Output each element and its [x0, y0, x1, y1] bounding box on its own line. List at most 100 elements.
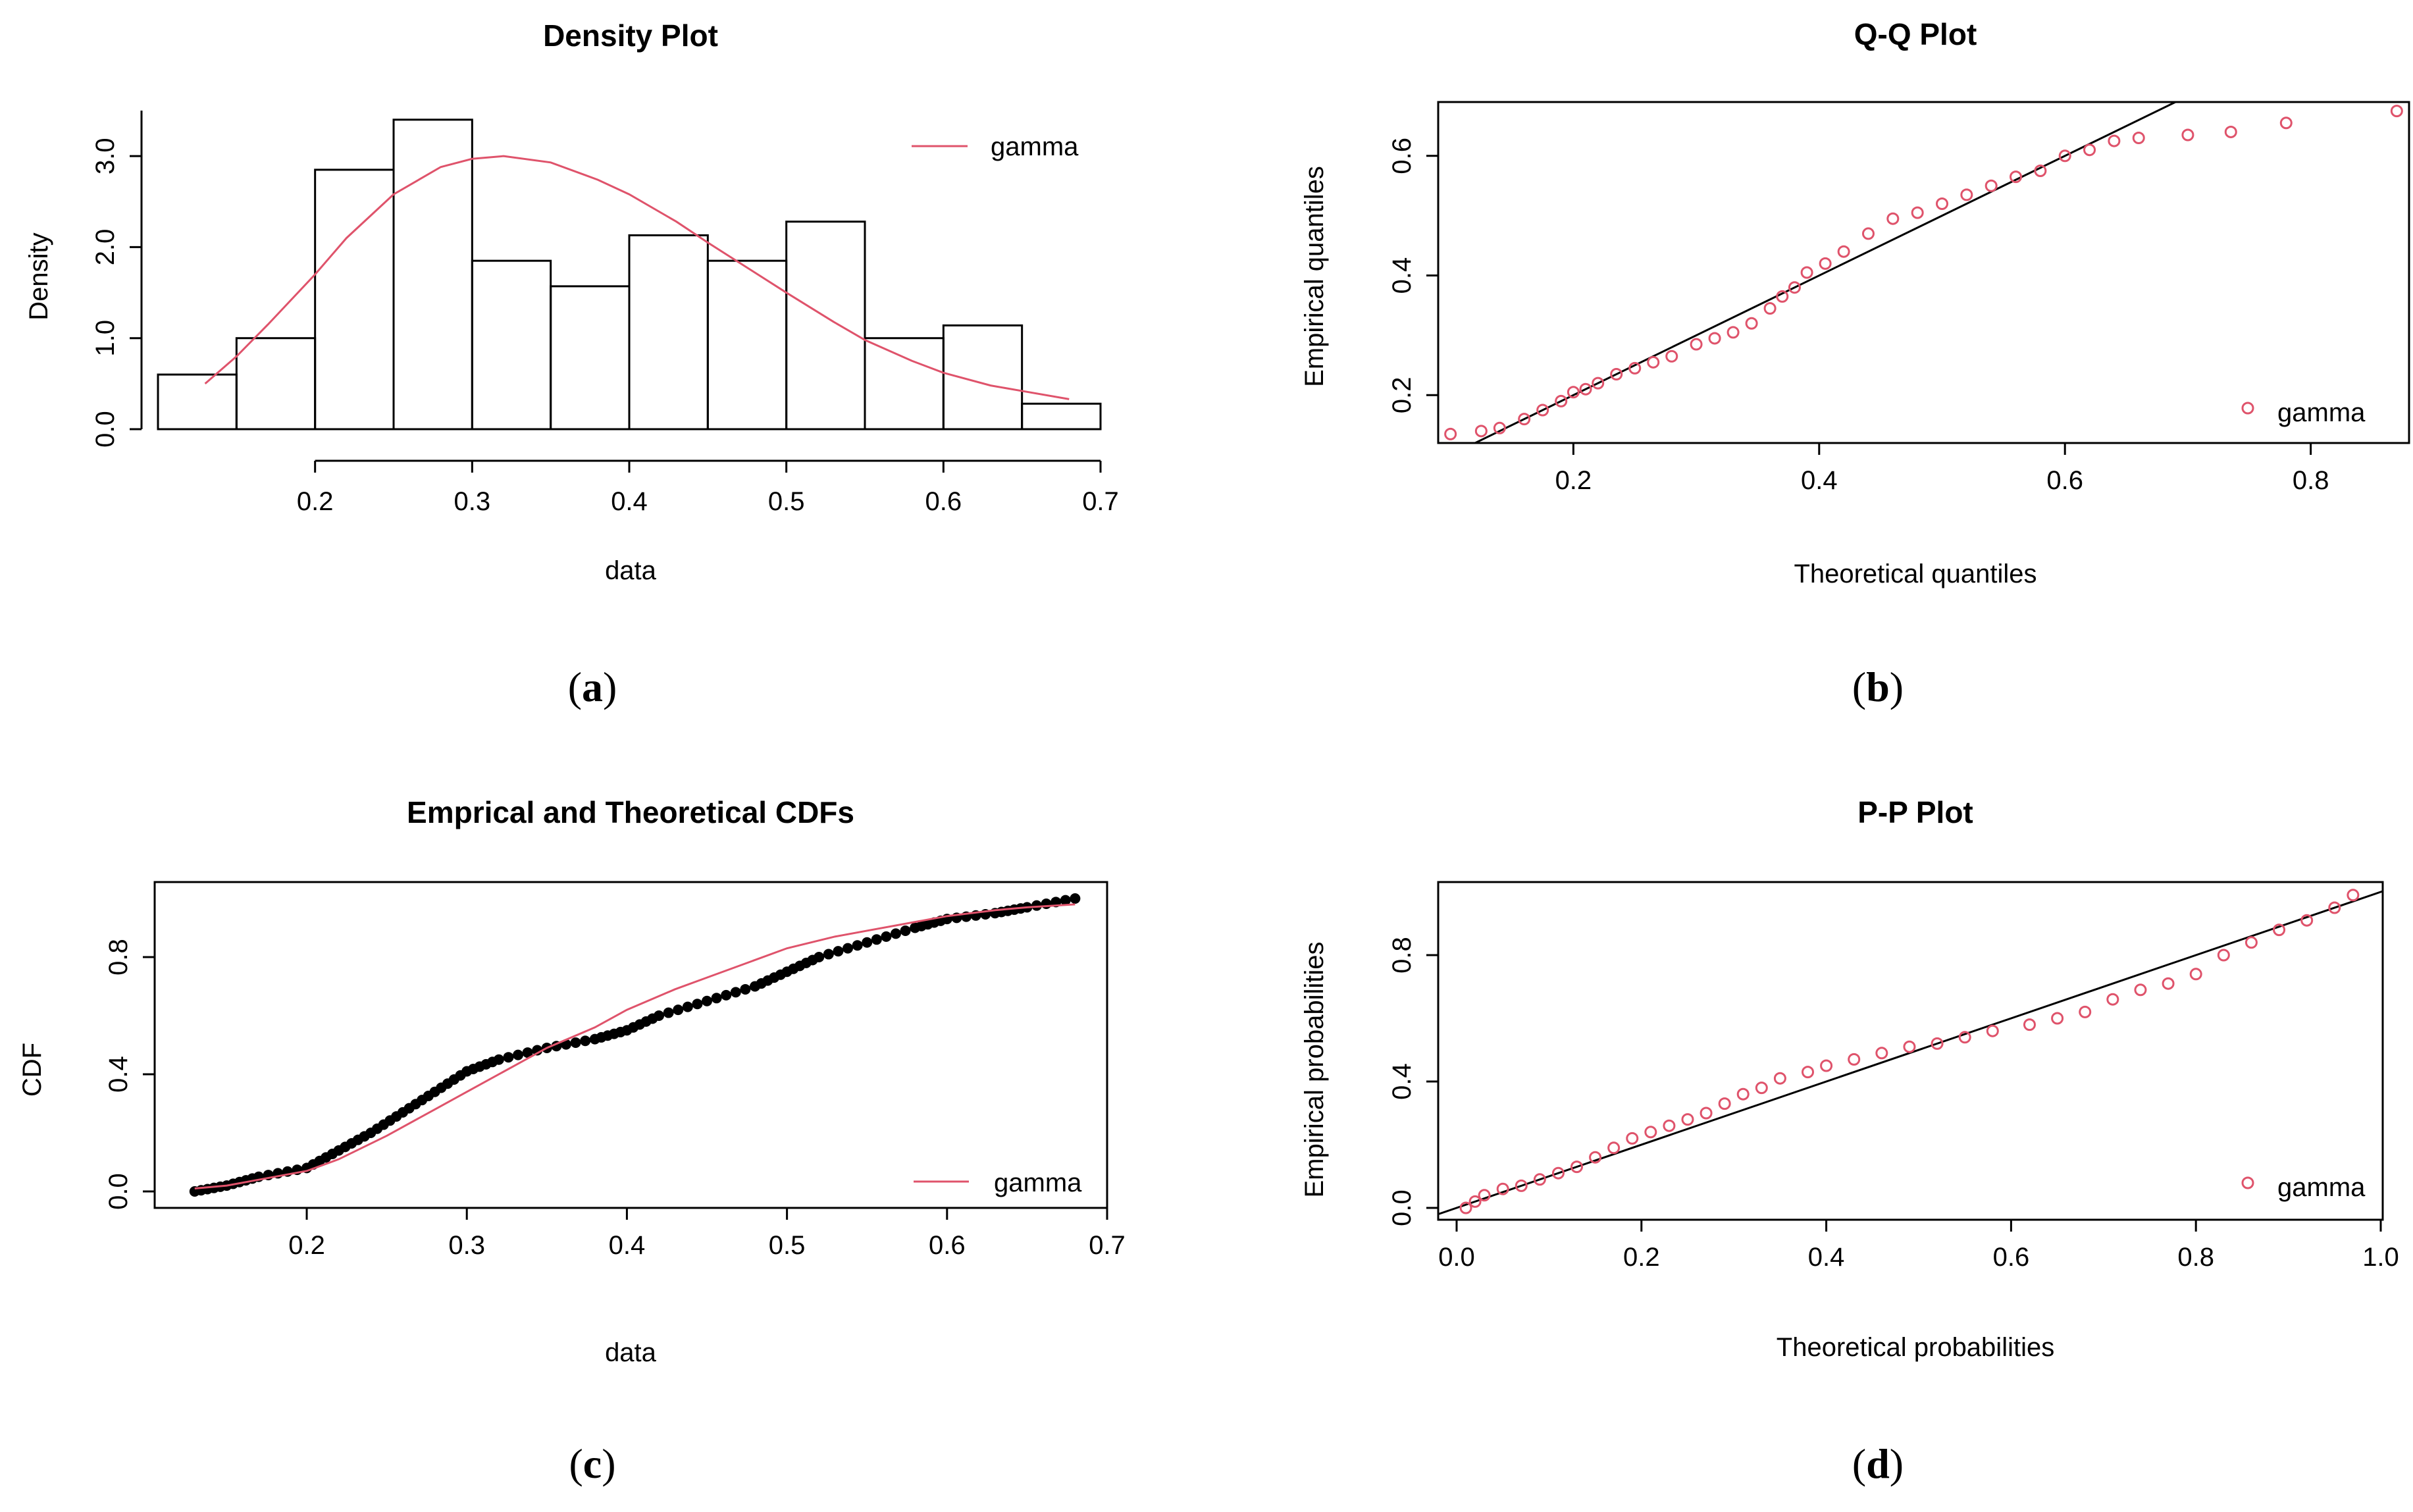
empirical-cdf-point [580, 1035, 591, 1047]
pp-point [1718, 1097, 1731, 1110]
pp-point [1802, 1066, 1815, 1079]
histogram-bar [471, 259, 552, 430]
qq-point [1628, 361, 1642, 375]
qq-point [1788, 281, 1801, 294]
x-tick-label: 0.4 [1801, 466, 1838, 495]
pp-plot-area: 0.0 0.2 0.4 0.6 0.8 1.0 0.0 0.4 0.8 [1388, 881, 2399, 1272]
density-plot-legend: gamma [912, 132, 1079, 161]
qq-point [2132, 132, 2145, 145]
qq-point [1776, 290, 1789, 303]
pp-point [1626, 1132, 1639, 1145]
histogram-bar [864, 337, 945, 430]
pp-point [2347, 889, 2360, 902]
cdf-plot-ylabel: CDF [18, 1043, 47, 1097]
y-tick-label: 0.8 [104, 939, 133, 976]
empirical-cdf-point [503, 1052, 514, 1063]
y-tick-label: 2.0 [91, 229, 120, 266]
empirical-cdf-point [730, 987, 741, 998]
y-tick-label: 0.0 [91, 411, 120, 448]
qq-point [2390, 105, 2403, 118]
y-tick-label: 0.0 [1388, 1189, 1416, 1226]
legend-gamma-label: gamma [991, 132, 1079, 161]
reference-line [1438, 890, 2383, 1216]
cdf-plot-legend: gamma [914, 1168, 1082, 1197]
x-tick-label: 0.5 [768, 487, 805, 516]
empirical-cdf-point [493, 1054, 504, 1065]
density-plot-xlabel: data [605, 556, 657, 585]
pp-point [2189, 968, 2202, 981]
x-tick-label: 0.3 [448, 1231, 485, 1260]
qq-point [2224, 125, 2237, 138]
plot-frame [1437, 881, 2384, 1221]
x-tick-label: 0.0 [1438, 1243, 1475, 1272]
y-tick-label: 3.0 [91, 138, 120, 174]
qq-plot-area: 0.2 0.4 0.6 0.8 0.2 0.4 0.6 [1388, 101, 2410, 495]
histogram-bar [785, 221, 866, 430]
empirical-cdf-point [871, 934, 882, 945]
empirical-cdf-point [881, 931, 892, 942]
pp-point [1773, 1072, 1786, 1085]
x-tick-label: 0.8 [2177, 1243, 2214, 1272]
histogram-bar [392, 118, 473, 430]
y-tick-label: 0.4 [1388, 257, 1416, 294]
x-tick-label: 0.4 [611, 487, 648, 516]
x-tick-label: 0.7 [1089, 1231, 1126, 1260]
x-tick-label: 0.5 [769, 1231, 806, 1260]
qq-point [1861, 227, 1875, 240]
empirical-cdf-point [522, 1047, 533, 1058]
qq-point [2058, 149, 2071, 163]
qq-plot-ylabel: Empirical quantiles [1300, 166, 1329, 387]
pp-point [1478, 1189, 1491, 1202]
qq-point [2181, 128, 2194, 142]
qq-point [1493, 421, 1506, 434]
y-tick-label: 0.8 [1388, 937, 1416, 974]
panel-cdf-plot: Emprical and Theoretical CDFs 0.2 0.3 0.4 0… [18, 795, 1126, 1487]
caption-c: (c) [569, 1440, 615, 1487]
pp-point [2300, 914, 2314, 927]
panel-density-plot: Density Plot 0.2 0.3 0.4 0.5 0.6 0.7 0.0 1.0 2.0… [24, 18, 1119, 710]
qq-plot-title: Q-Q Plot [1854, 17, 1977, 51]
qq-point [2083, 143, 2096, 157]
pp-point [1681, 1113, 1694, 1126]
legend-gamma-marker [2241, 1176, 2254, 1189]
qq-point [1592, 377, 1605, 390]
qq-point [1647, 355, 1660, 369]
qq-point [1690, 338, 1703, 351]
pp-point [1607, 1141, 1621, 1155]
empirical-cdf-point [721, 989, 732, 1001]
cdf-plot-area: 0.2 0.3 0.4 0.5 0.6 0.7 0.0 0.4 0.8 [104, 881, 1126, 1260]
pp-point [1699, 1107, 1713, 1120]
pp-point [2162, 977, 2175, 990]
empirical-cdf-point [692, 999, 703, 1010]
empirical-cdf-point [1070, 893, 1081, 904]
empirical-cdf-point [532, 1045, 543, 1056]
qq-point [1837, 245, 1850, 258]
qq-plot-xlabel: Theoretical quantiles [1794, 560, 2037, 588]
x-tick-label: 0.4 [609, 1231, 646, 1260]
qq-point [1518, 413, 1531, 426]
density-plot-ylabel: Density [24, 232, 53, 320]
x-tick-label: 0.6 [1993, 1243, 2030, 1272]
qq-point [1960, 188, 1973, 201]
empirical-cdf-point [702, 995, 713, 1006]
qq-point [1763, 302, 1777, 315]
qq-point [1579, 382, 1592, 396]
cdf-plot-title: Emprical and Theoretical CDFs [407, 795, 854, 829]
pp-point [1644, 1126, 1657, 1139]
y-tick-label: 0.6 [1388, 138, 1416, 174]
histogram-bar [157, 373, 238, 430]
panel-qq-plot: Q-Q Plot 0.2 0.4 0.6 0.8 0.2 0.4 0.6 Theoretic… [1300, 17, 2410, 710]
y-tick-label: 0.2 [1388, 377, 1416, 413]
pp-plot-legend: gamma [2241, 1173, 2366, 1202]
qq-point [1567, 386, 1580, 399]
panel-pp-plot: P-P Plot 0.0 0.2 0.4 0.6 0.8 1.0 0.0 0.4 0.8 The… [1300, 795, 2399, 1487]
histogram-bar [628, 234, 709, 430]
qq-clip-group [1444, 102, 2403, 443]
y-tick-label: 0.0 [104, 1173, 133, 1210]
pp-point [2244, 936, 2258, 949]
pp-point [1515, 1179, 1528, 1192]
pp-point [2134, 983, 2147, 997]
empirical-cdf-point [673, 1004, 684, 1016]
empirical-cdf-point [1031, 900, 1042, 911]
pp-point [2051, 1012, 2064, 1025]
